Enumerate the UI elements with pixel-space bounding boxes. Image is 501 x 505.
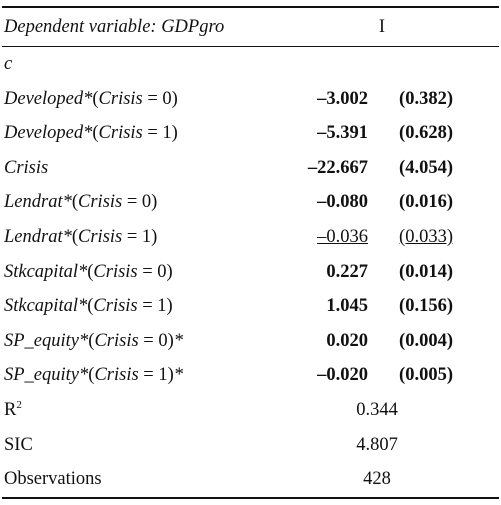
coefficient-value: 1.045: [326, 296, 368, 317]
coefficient-row: Stkcapital*(Crisis = 1) 1.045 (0.156): [2, 289, 499, 324]
standard-error-value: (0.156): [399, 296, 453, 317]
coefficient-value: –0.020: [317, 365, 368, 386]
bottom-rule: [2, 496, 499, 499]
constant-row: c: [2, 47, 499, 82]
header-rule: [2, 46, 499, 47]
top-rule: [2, 6, 499, 8]
statistic-row: R2 0.344: [2, 393, 499, 428]
variable-label: Developed*(Crisis = 1): [4, 123, 178, 144]
coefficient-value: 0.020: [326, 330, 368, 351]
coefficient-row: Lendrat*(Crisis = 1) –0.036 (0.033): [2, 220, 499, 255]
standard-error-value: (0.628): [399, 123, 453, 144]
coefficient-row: Developed*(Crisis = 0) –3.002 (0.382): [2, 82, 499, 117]
coefficient-value: 0.227: [326, 261, 368, 282]
standard-error-value: (0.016): [399, 192, 453, 213]
standard-error-value: (0.004): [399, 330, 453, 351]
statistic-label: SIC: [4, 434, 33, 455]
coefficient-row: Crisis –22.667 (4.054): [2, 151, 499, 186]
coefficient-rows: Developed*(Crisis = 0) –3.002 (0.382) Devel…: [2, 82, 499, 393]
coefficient-value: –3.002: [317, 88, 368, 109]
coefficient-row: Developed*(Crisis = 1) –5.391 (0.628): [2, 116, 499, 151]
variable-label: Lendrat*(Crisis = 0): [4, 192, 158, 213]
variable-label: Stkcapital*(Crisis = 1): [4, 296, 173, 317]
standard-error-value: (0.014): [399, 261, 453, 282]
variable-label: Lendrat*(Crisis = 1): [4, 226, 158, 247]
coefficient-row: Lendrat*(Crisis = 0) –0.080 (0.016): [2, 185, 499, 220]
coefficient-value: –5.391: [317, 123, 368, 144]
coefficient-row: Stkcapital*(Crisis = 0) 0.227 (0.014): [2, 255, 499, 290]
statistic-value: 4.807: [356, 434, 398, 455]
coefficient-row: SP_equity*(Crisis = 0)* 0.020 (0.004): [2, 324, 499, 359]
regression-table: Dependent variable: GDPgro I c Developed…: [2, 6, 499, 499]
variable-label: Stkcapital*(Crisis = 0): [4, 261, 173, 282]
statistic-value: 428: [363, 469, 391, 490]
statistic-rows: R2 0.344 SIC 4.807 Observations 428: [2, 393, 499, 497]
standard-error-value: (0.382): [399, 88, 453, 109]
coefficient-value: –0.080: [317, 192, 368, 213]
standard-error-value: (0.005): [399, 365, 453, 386]
variable-label: SP_equity*(Crisis = 1)*: [4, 365, 184, 386]
dependent-variable-label: Dependent variable: GDPgro: [4, 17, 225, 37]
statistic-value: 0.344: [356, 399, 398, 420]
constant-label: c: [4, 54, 13, 74]
statistic-row: SIC 4.807: [2, 428, 499, 463]
standard-error-value: (4.054): [399, 157, 453, 178]
column-header: I: [378, 17, 386, 37]
coefficient-value: –0.036: [317, 226, 368, 247]
variable-label: Developed*(Crisis = 0): [4, 88, 178, 109]
coefficient-value: –22.667: [307, 157, 368, 178]
variable-label: SP_equity*(Crisis = 0)*: [4, 330, 184, 351]
standard-error-value: (0.033): [399, 226, 453, 247]
statistic-label: R2: [4, 398, 22, 420]
header-row: Dependent variable: GDPgro I: [2, 8, 499, 46]
statistic-label: Observations: [4, 469, 102, 490]
variable-label: Crisis: [4, 157, 49, 178]
coefficient-row: SP_equity*(Crisis = 1)* –0.020 (0.005): [2, 358, 499, 393]
statistic-row: Observations 428: [2, 462, 499, 497]
